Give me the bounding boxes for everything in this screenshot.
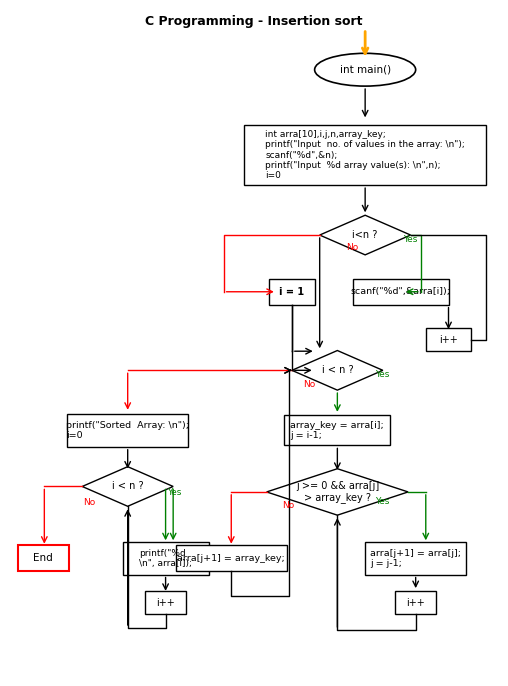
Text: i++: i++: [439, 335, 458, 344]
Text: i++: i++: [406, 598, 425, 608]
Text: Yes: Yes: [403, 235, 418, 244]
Text: Yes: Yes: [167, 488, 181, 497]
Text: j >= 0 && arra[j]
> array_key ?: j >= 0 && arra[j] > array_key ?: [296, 481, 379, 504]
FancyBboxPatch shape: [284, 416, 391, 445]
Text: i = 1: i = 1: [279, 287, 304, 297]
FancyBboxPatch shape: [18, 545, 69, 571]
Text: Yes: Yes: [375, 370, 390, 379]
Text: arra[j+1] = arra[j];
j = j-1;: arra[j+1] = arra[j]; j = j-1;: [370, 549, 461, 568]
Text: scanf("%d",&arra[i]);: scanf("%d",&arra[i]);: [351, 287, 451, 296]
Polygon shape: [320, 215, 410, 255]
FancyBboxPatch shape: [145, 591, 186, 614]
Text: i++: i++: [156, 598, 175, 608]
Text: Yes: Yes: [375, 497, 390, 506]
Text: i < n ?: i < n ?: [322, 366, 353, 375]
Polygon shape: [292, 351, 383, 390]
FancyBboxPatch shape: [365, 542, 466, 575]
Text: array_key = arra[i];
j = i-1;: array_key = arra[i]; j = i-1;: [291, 421, 384, 440]
Polygon shape: [82, 466, 173, 506]
FancyBboxPatch shape: [353, 279, 449, 305]
FancyBboxPatch shape: [176, 545, 287, 571]
FancyBboxPatch shape: [67, 414, 188, 447]
Polygon shape: [267, 469, 408, 515]
FancyBboxPatch shape: [395, 591, 436, 614]
Text: No: No: [282, 501, 294, 510]
Ellipse shape: [314, 54, 416, 86]
FancyBboxPatch shape: [122, 542, 208, 575]
Text: printf("%d
\n", arra[i]);: printf("%d \n", arra[i]);: [139, 549, 192, 568]
Text: int main(): int main(): [339, 64, 391, 75]
Text: No: No: [83, 498, 96, 507]
Text: int arra[10],i,j,n,array_key;
printf("Input  no. of values in the array: \n");
s: int arra[10],i,j,n,array_key; printf("In…: [265, 130, 465, 180]
Text: End: End: [34, 553, 53, 563]
Text: i < n ?: i < n ?: [112, 482, 143, 491]
FancyBboxPatch shape: [244, 125, 486, 185]
Text: No: No: [303, 380, 316, 389]
FancyBboxPatch shape: [269, 279, 314, 305]
Text: arra[j+1] = array_key;: arra[j+1] = array_key;: [177, 554, 285, 563]
FancyBboxPatch shape: [426, 329, 471, 351]
Text: No: No: [346, 243, 359, 252]
Text: i<n ?: i<n ?: [353, 230, 378, 240]
Text: printf("Sorted  Array: \n");
i=0: printf("Sorted Array: \n"); i=0: [66, 421, 189, 440]
Text: C Programming - Insertion sort: C Programming - Insertion sort: [145, 15, 363, 28]
